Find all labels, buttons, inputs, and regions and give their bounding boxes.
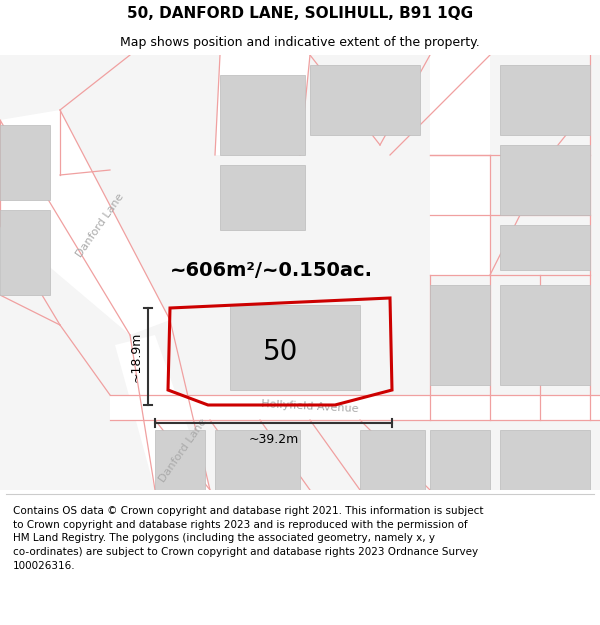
Polygon shape bbox=[500, 430, 590, 490]
Polygon shape bbox=[0, 125, 50, 200]
Polygon shape bbox=[215, 430, 300, 490]
Polygon shape bbox=[0, 110, 170, 335]
Polygon shape bbox=[215, 55, 310, 155]
Polygon shape bbox=[500, 285, 590, 385]
Text: Contains OS data © Crown copyright and database right 2021. This information is : Contains OS data © Crown copyright and d… bbox=[13, 506, 484, 571]
Text: 50, DANFORD LANE, SOLIHULL, B91 1QG: 50, DANFORD LANE, SOLIHULL, B91 1QG bbox=[127, 6, 473, 21]
Polygon shape bbox=[155, 430, 205, 490]
Polygon shape bbox=[500, 145, 590, 215]
Text: Danford Lane: Danford Lane bbox=[157, 416, 209, 484]
Polygon shape bbox=[430, 285, 490, 385]
Polygon shape bbox=[500, 65, 590, 135]
Polygon shape bbox=[430, 430, 490, 490]
Text: ~39.2m: ~39.2m bbox=[248, 433, 299, 446]
Text: Danford Lane: Danford Lane bbox=[74, 191, 126, 259]
Text: 50: 50 bbox=[263, 338, 299, 366]
Text: Hollyfield Avenue: Hollyfield Avenue bbox=[261, 399, 359, 414]
Polygon shape bbox=[310, 65, 420, 135]
Polygon shape bbox=[115, 335, 210, 490]
Text: ~606m²/~0.150ac.: ~606m²/~0.150ac. bbox=[170, 261, 373, 279]
Text: ~18.9m: ~18.9m bbox=[130, 331, 143, 382]
Polygon shape bbox=[110, 395, 600, 420]
Polygon shape bbox=[500, 225, 590, 270]
Polygon shape bbox=[430, 55, 490, 275]
Polygon shape bbox=[230, 305, 360, 390]
Polygon shape bbox=[220, 75, 305, 155]
Polygon shape bbox=[0, 55, 600, 490]
Polygon shape bbox=[0, 210, 50, 295]
Polygon shape bbox=[360, 430, 425, 490]
Polygon shape bbox=[220, 165, 305, 230]
Text: Map shows position and indicative extent of the property.: Map shows position and indicative extent… bbox=[120, 36, 480, 49]
